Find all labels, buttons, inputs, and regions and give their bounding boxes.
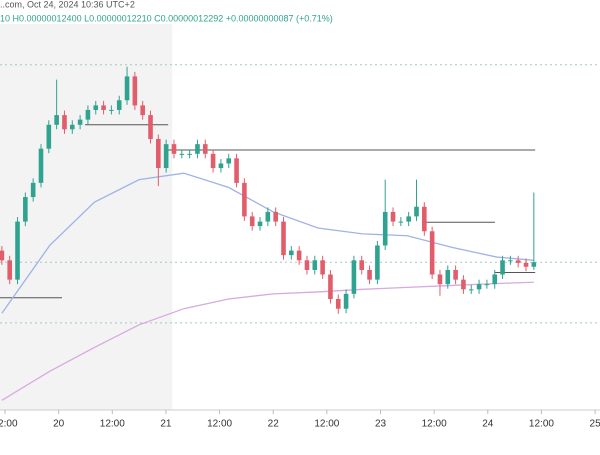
candle-body [140,105,145,116]
x-tick-label: 25 [590,419,600,430]
candle-body [85,109,91,120]
candle-body [367,269,372,280]
candle-body [304,260,310,270]
x-tick-label: 12:00 [422,419,447,430]
candle-body [492,274,498,285]
candle-body [531,262,537,267]
candle-body [445,269,451,285]
candle-body [484,284,490,286]
candle-body [156,138,161,169]
candle-body [429,231,435,275]
candle-body [265,211,271,222]
candle-body [328,274,333,300]
x-tick-label: 20 [53,419,65,430]
candle-body [77,119,83,125]
candle-body [335,299,341,309]
candle-body [171,144,177,154]
session-highlight [0,24,173,410]
candle-body [249,216,255,227]
candle-body [312,260,318,270]
candle-body [0,250,5,261]
candle-body [296,250,302,261]
candle-body [382,211,388,246]
candle-body [69,124,75,130]
candle-body [218,163,224,169]
candle-body [515,260,521,263]
candle-body [281,221,286,256]
candle-body [508,260,513,262]
candle-body [523,262,529,267]
candle-body [187,153,192,155]
candle-body [163,144,169,169]
plot-area: 12:00 20 12:00 21 12:00 22 12:00 23 12:00 24 12:00… [0,24,600,430]
candle-body [46,124,52,149]
candle-body [93,105,99,110]
candle-body [437,274,443,285]
candle-body [500,260,505,275]
candle-body [234,158,239,183]
candle-body [38,148,44,183]
candle-body [124,76,130,101]
candle-body [414,206,419,217]
x-tick-label: 12:00 [314,419,339,430]
chart-title: ..com, Oct 24, 2024 10:36 UTC+2 [0,0,135,9]
candle-body [179,153,185,155]
x-tick-label: 12:00 [529,419,554,430]
candle-body [202,144,208,154]
candle-body [116,100,122,110]
candle-body [109,109,114,111]
candle-body [132,76,138,106]
x-tick-label: 22 [268,419,280,430]
moving-average [1,172,534,314]
x-tick-label: 12:00 [207,419,232,430]
candle-body [7,260,13,280]
ohlc-legend: 10 H0.00000012400 L0.00000012210 C0.0000… [0,13,333,23]
candle-body [422,206,427,232]
candle-body [390,211,396,222]
candle-body [406,216,411,222]
candle-body [320,260,325,275]
candle-body [54,115,59,125]
x-tick-label: 23 [375,419,387,430]
candle-body [351,260,357,294]
candle-body [210,153,216,169]
candle-body [273,211,278,222]
x-tick-label: 24 [482,419,494,430]
candle-body [15,221,20,280]
candle-body [30,182,36,198]
candle-body [195,144,200,154]
x-tick-label: 21 [160,419,172,430]
candle-body [148,115,153,139]
candle-body [101,105,106,110]
candle-body [242,182,247,217]
candle-body [226,158,232,164]
candle-body [343,293,349,309]
candle-body [453,269,458,280]
candle-body [289,250,294,256]
candle-body [461,279,466,290]
candle-body [23,197,28,222]
candle-body [398,221,404,223]
candle-body [359,260,365,270]
x-tick-label: 12:00 [0,419,18,430]
candle-body [476,284,482,290]
candle-body [468,289,474,291]
candle-body [62,115,67,130]
x-tick-label: 12:00 [100,419,125,430]
candle-body [257,221,263,227]
candle-body [375,245,380,280]
moving-average [1,281,534,401]
